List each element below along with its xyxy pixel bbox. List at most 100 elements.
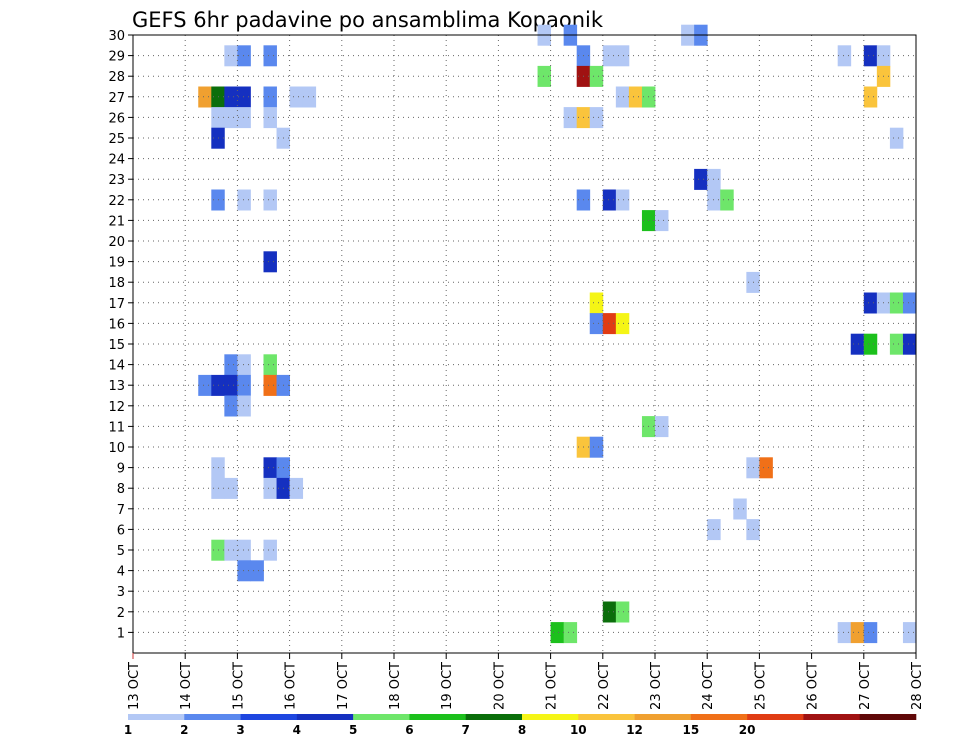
heatmap-cell: [237, 45, 251, 67]
x-tick-labels: 13 OCT 14 OCT 15 OCT 16 OCT 17 OCT 18 OCT 19 O…: [127, 662, 925, 710]
heatmap-cell: [263, 477, 277, 499]
y-tick-label: 5: [117, 544, 125, 559]
legend-swatch: [240, 714, 298, 720]
heatmap-cell: [250, 560, 264, 582]
heatmap-cell: [655, 210, 669, 232]
heatmap-cell: [263, 354, 277, 376]
heatmap-cell: [224, 477, 238, 499]
heatmap-cell: [889, 127, 904, 149]
legend-label: 15: [683, 723, 700, 737]
legend-label: 6: [405, 723, 413, 737]
heatmap-cell: [602, 45, 617, 67]
x-tick-label: 20 OCT: [492, 662, 507, 710]
heatmap-cell: [263, 457, 277, 479]
x-tick-label: 17 OCT: [336, 662, 351, 710]
legend-label: 4: [293, 723, 301, 737]
legend-swatch: [634, 714, 692, 720]
heatmap-cell: [302, 86, 317, 108]
y-tick-label: 17: [108, 297, 125, 312]
heatmap-cell: [850, 333, 865, 355]
y-tick-label: 20: [108, 235, 125, 250]
heatmap-cell: [198, 374, 212, 396]
x-tick-label: 21 OCT: [545, 662, 560, 710]
heatmap-cell: [602, 601, 617, 623]
heatmap-cell: [902, 333, 917, 355]
heatmap-cell: [263, 45, 277, 67]
legend-label: 5: [349, 723, 357, 737]
heatmap-cell: [237, 374, 251, 396]
heatmap-cell: [224, 395, 238, 417]
y-tick-label: 24: [108, 153, 125, 168]
heatmap-cell: [615, 189, 630, 211]
heatmap-cells: [198, 24, 917, 644]
legend-swatch: [465, 714, 523, 720]
heatmap-cell: [615, 45, 630, 67]
y-tick-label: 11: [108, 420, 125, 435]
heatmap-cell: [863, 86, 878, 108]
heatmap-cell: [615, 86, 630, 108]
y-tick-label: 12: [108, 400, 125, 415]
heatmap-cell: [628, 86, 643, 108]
heatmap-cell: [224, 107, 238, 129]
heatmap-cell: [289, 477, 304, 499]
heatmap-cell: [694, 168, 708, 190]
heatmap-cell: [602, 189, 617, 211]
x-tick-label: 27 OCT: [858, 662, 873, 710]
legend-swatch: [690, 714, 748, 720]
heatmap-cell: [224, 354, 238, 376]
y-tick-label: 10: [108, 441, 125, 456]
y-tick-label: 8: [117, 482, 125, 497]
legend-swatch: [353, 714, 410, 720]
x-tick-label: 14 OCT: [179, 662, 194, 710]
legend-label: 1: [124, 723, 132, 737]
heatmap-cell: [589, 65, 604, 87]
heatmap-cell: [263, 189, 277, 211]
heatmap-cell: [289, 86, 304, 108]
heatmap-cell: [224, 539, 238, 561]
heatmap-cell: [237, 539, 251, 561]
heatmap-cell: [889, 333, 904, 355]
legend-swatch: [803, 714, 861, 720]
heatmap-cell: [837, 45, 852, 67]
y-tick-marks: [128, 34, 133, 633]
heatmap-cell: [602, 313, 617, 335]
legend-label: 7: [462, 723, 470, 737]
heatmap-cell: [589, 313, 604, 335]
heatmap-cell: [263, 86, 277, 108]
y-tick-label: 4: [117, 565, 125, 580]
heatmap-cell: [589, 107, 604, 129]
x-tick-label: 18 OCT: [388, 662, 403, 710]
x-tick-label: 26 OCT: [806, 662, 821, 710]
heatmap-cell: [837, 622, 852, 644]
legend-swatch: [859, 714, 917, 720]
heatmap-cell: [720, 189, 734, 211]
heatmap-cell: [550, 622, 565, 644]
y-tick-label: 22: [108, 194, 125, 209]
heatmap-cell: [263, 539, 277, 561]
heatmap-cell: [589, 436, 604, 458]
heatmap-cell: [263, 107, 277, 129]
y-tick-label: 26: [108, 111, 125, 126]
y-tick-label: 25: [108, 132, 125, 147]
heatmap-cell: [237, 86, 251, 108]
legend-swatch: [128, 714, 185, 720]
legend-label: 10: [570, 723, 587, 737]
y-tick-label: 29: [108, 50, 125, 65]
x-tick-label: 13 OCT: [127, 662, 142, 710]
y-tick-label: 1: [117, 626, 125, 641]
legend-swatch: [747, 714, 804, 720]
legend-label: 3: [236, 723, 244, 737]
heatmap-cell: [224, 86, 238, 108]
heatmap-cell: [759, 457, 773, 479]
legend-swatch: [522, 714, 579, 720]
y-tick-label: 9: [117, 462, 125, 477]
x-tick-marks: [132, 653, 917, 659]
heatmap-cell: [537, 65, 551, 87]
heatmap-cell: [850, 622, 865, 644]
heatmap-cell: [237, 354, 251, 376]
legend-label: 20: [739, 723, 756, 737]
heatmap-cell: [563, 622, 578, 644]
x-tick-label: 28 OCT: [910, 662, 925, 710]
heatmap-cell: [863, 333, 878, 355]
y-tick-label: 30: [108, 29, 125, 44]
